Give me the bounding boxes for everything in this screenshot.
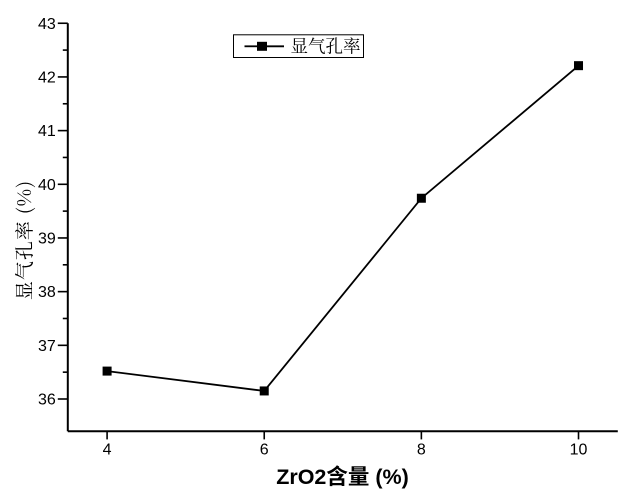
svg-text:39: 39 <box>38 230 56 247</box>
svg-text:42: 42 <box>38 69 56 86</box>
svg-text:36: 36 <box>38 392 56 409</box>
svg-text:显气孔率: 显气孔率 <box>291 33 361 58</box>
svg-text:43: 43 <box>38 16 56 33</box>
svg-text:38: 38 <box>38 284 56 301</box>
svg-text:6: 6 <box>260 442 269 459</box>
svg-text:10: 10 <box>570 442 588 459</box>
svg-text:40: 40 <box>38 177 56 194</box>
svg-text:4: 4 <box>103 442 112 459</box>
svg-text:41: 41 <box>38 123 56 140</box>
svg-text:37: 37 <box>38 338 56 355</box>
svg-text:8: 8 <box>417 442 426 459</box>
